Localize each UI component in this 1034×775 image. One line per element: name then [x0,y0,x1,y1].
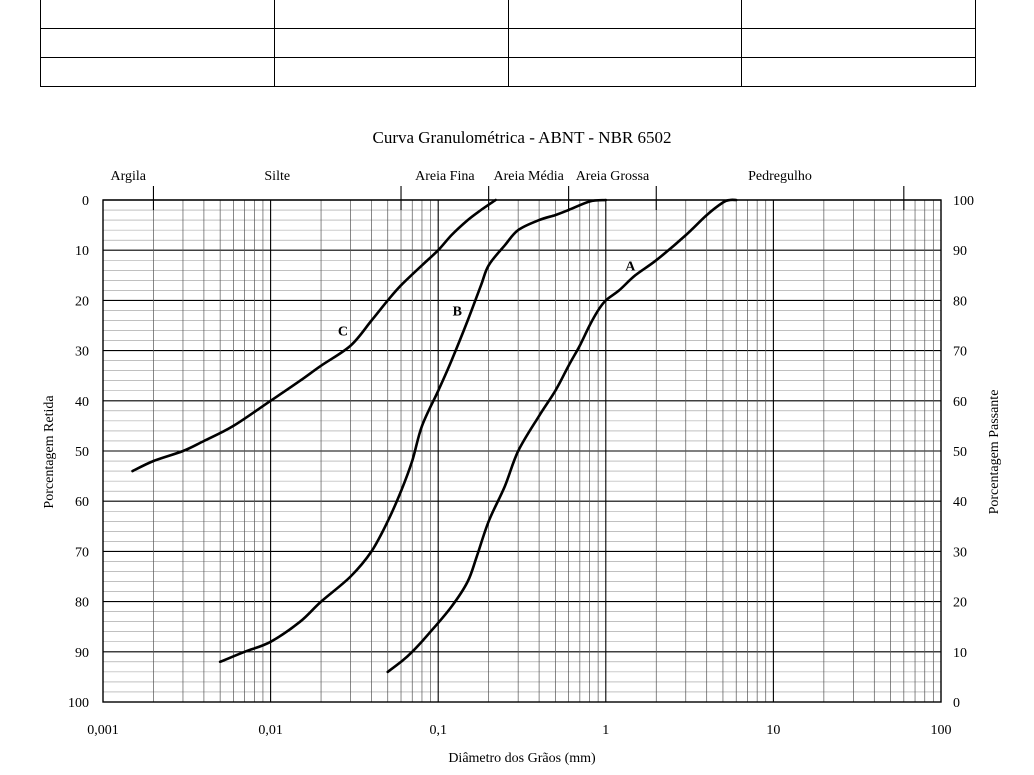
zone-label: Argila [110,169,146,184]
x-tick-label: 0,1 [429,723,447,738]
x-axis-label: Diâmetro dos Grãos (mm) [448,751,596,766]
x-tick-label: 100 [931,723,952,738]
table-cell [741,57,976,87]
y-tick-label-left: 40 [75,395,89,410]
x-tick-label: 0,001 [87,723,119,738]
table-cell [741,28,976,58]
y-tick-label-right: 50 [953,445,967,460]
y-tick-label-left: 60 [75,495,89,510]
table-cell [40,57,275,87]
series-label-b: B [453,304,462,319]
y-tick-label-left: 10 [75,244,89,259]
y-tick-label-left: 0 [82,194,89,209]
series-label-a: A [625,259,636,274]
blank-data-table [40,0,976,87]
series-curve-b [218,198,608,664]
y-tick-label-left: 100 [68,696,89,711]
y-tick-label-right: 70 [953,345,967,360]
axis-ticks: 0,001 0,01 0,1 1 10 1000102030405060708090100… [68,194,974,738]
y-tick-label-right: 0 [953,696,960,711]
y-tick-label-left: 80 [75,596,89,611]
series-curve-c [131,198,497,473]
y-tick-label-right: 30 [953,545,967,560]
table-cell [40,28,275,58]
table-row [40,28,976,58]
series-curve-a [386,198,738,674]
series-label-c: C [338,325,348,340]
y-tick-label-right: 10 [953,646,967,661]
chart-title: Curva Granulométrica - ABNT - NBR 6502 [372,128,671,147]
y-tick-label-right: 90 [953,244,967,259]
table-row [40,57,976,87]
x-tick-label: 0,01 [258,723,283,738]
zone-label: Pedregulho [748,169,812,184]
x-tick-label: 10 [766,723,780,738]
grid-lines [103,200,941,702]
y-tick-label-right: 20 [953,596,967,611]
y-tick-label-left: 30 [75,345,89,360]
zone-label: Silte [264,169,290,184]
soil-zone-markers: Argila Silte Areia Fina Areia Média Areia Gr… [103,169,941,210]
table-cell [507,28,743,58]
y-tick-label-right: 80 [953,294,967,309]
table-cell [273,57,509,87]
zone-label: Areia Média [493,169,564,184]
y-tick-label-right: 40 [953,495,967,510]
zone-label: Areia Grossa [576,169,650,184]
x-tick-label: 1 [602,723,609,738]
series-curves: A B C [131,198,738,674]
y-tick-label-left: 70 [75,545,89,560]
plot-frame [102,199,942,703]
y-tick-label-right: 60 [953,395,967,410]
zone-label: Areia Fina [415,169,475,184]
y-tick-label-right: 100 [953,194,974,209]
y-tick-label-left: 50 [75,445,89,460]
y-axis-label-right: Porcentagem Passante [987,390,1002,515]
y-axis-label-left: Porcentagem Retida [42,395,57,509]
table-cell [507,57,743,87]
y-tick-label-left: 20 [75,294,89,309]
y-tick-label-left: 90 [75,646,89,661]
